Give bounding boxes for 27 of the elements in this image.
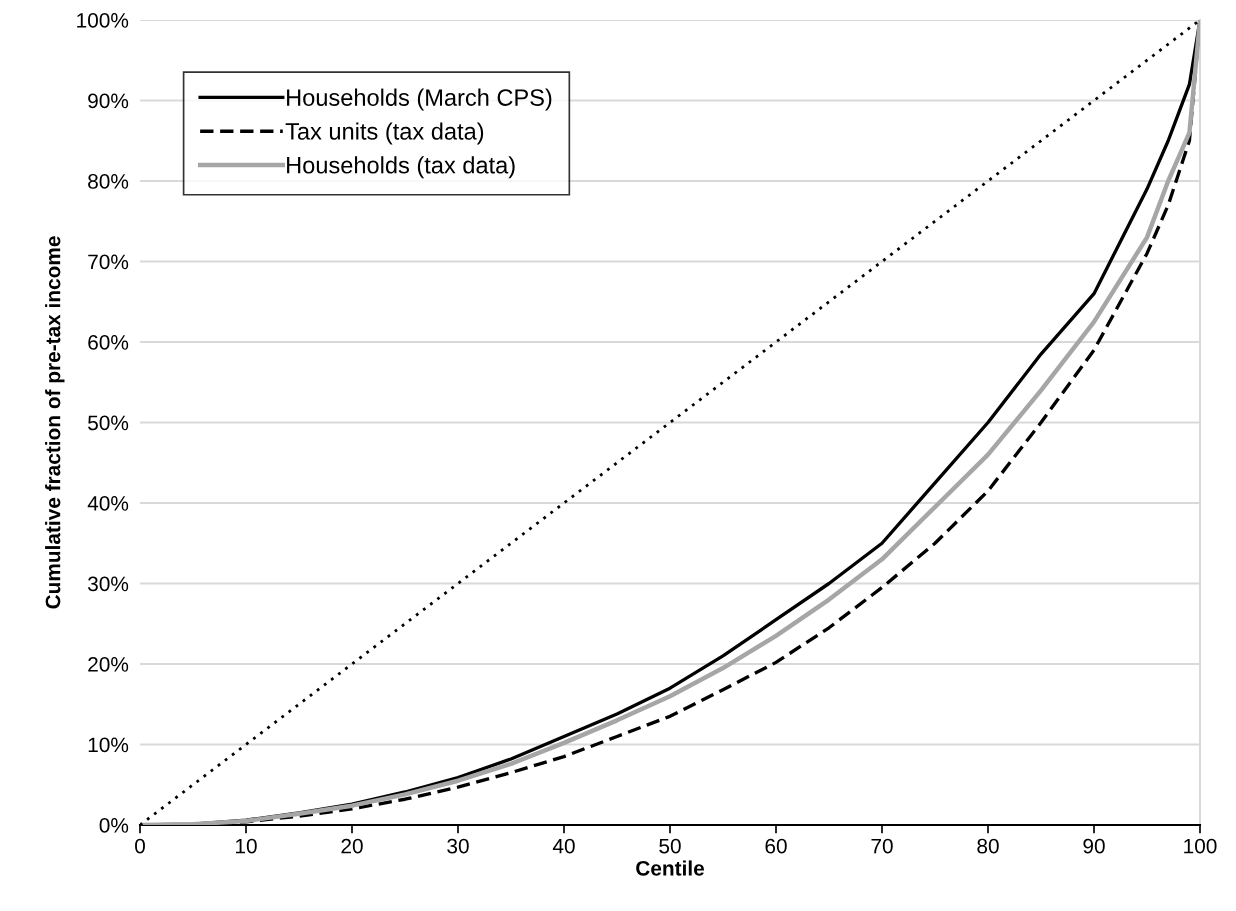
legend-label: Tax units (tax data) <box>285 122 484 145</box>
x-tick-label: 30 <box>447 838 469 854</box>
y-tick-label: 80% <box>88 174 129 189</box>
y-tick-label: 10% <box>88 737 129 753</box>
x-tick-label: 0 <box>135 838 145 854</box>
x-tick-label: 100 <box>1184 838 1217 854</box>
y-tick-label: 50% <box>88 415 129 431</box>
x-tick-label: 10 <box>236 838 257 854</box>
y-tick-label: 0% <box>99 818 129 833</box>
x-tick-label: 60 <box>765 838 787 854</box>
x-tick-label: 90 <box>1083 838 1105 854</box>
y-tick-label: 40% <box>87 496 129 511</box>
x-tick-label: 20 <box>341 838 363 854</box>
y-tick-label: 20% <box>88 657 129 672</box>
y-tick-label: 70% <box>88 254 129 270</box>
x-tick-label: 40 <box>552 838 575 854</box>
x-tick-label: 50 <box>659 838 681 854</box>
y-tick-label: 30% <box>87 576 129 592</box>
y-tick-label: 90% <box>88 93 129 109</box>
legend-label: Households (tax data) <box>287 156 515 179</box>
y-axis-title: Cumulative fraction of pre-tax income <box>45 236 65 609</box>
x-axis-title: Centile <box>636 860 705 876</box>
x-tick-label: 80 <box>977 838 999 854</box>
legend-label: Households (March CPS) <box>287 88 552 111</box>
y-tick-label: 60% <box>88 335 129 350</box>
x-tick-label: 70 <box>871 838 893 854</box>
y-tick-label: 100% <box>77 13 129 28</box>
